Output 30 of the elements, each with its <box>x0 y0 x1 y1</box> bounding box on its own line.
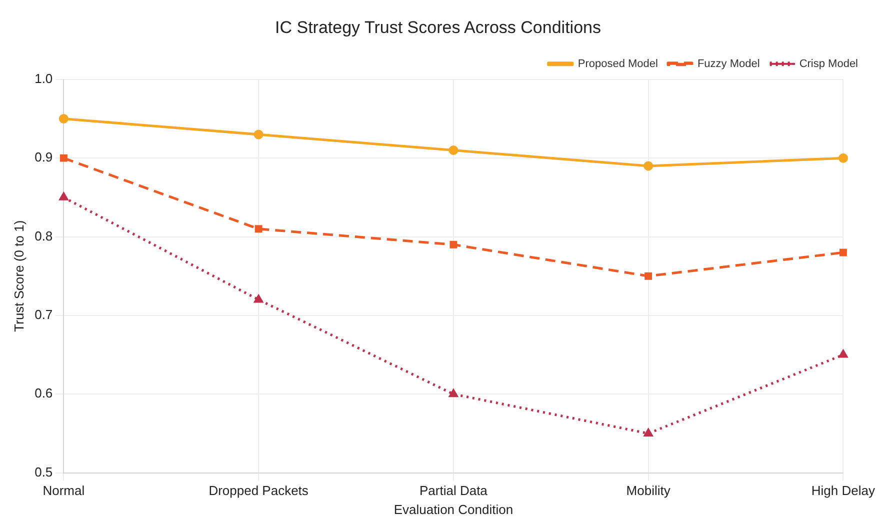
y-tick-label: 0.8 <box>34 228 53 244</box>
chart-title: IC Strategy Trust Scores Across Conditions <box>275 18 601 37</box>
point <box>60 154 68 162</box>
y-tick-label: 0.7 <box>34 307 53 322</box>
legend-label: Proposed Model <box>578 58 658 70</box>
x-tick-label: Partial Data <box>419 483 488 498</box>
point <box>644 161 654 171</box>
x-tick-label: Mobility <box>626 483 671 498</box>
point <box>448 145 458 155</box>
legend-label: Crisp Model <box>799 58 858 70</box>
point <box>450 240 458 248</box>
point <box>58 114 68 124</box>
point <box>254 294 263 303</box>
legend-label: Fuzzy Model <box>697 58 760 70</box>
point <box>838 153 848 163</box>
x-axis-title: Evaluation Condition <box>394 502 514 517</box>
y-tick-label: 0.5 <box>34 464 53 480</box>
x-tick-label: High Delay <box>811 483 876 498</box>
y-tick-label: 1.0 <box>34 70 53 86</box>
point <box>644 272 652 280</box>
y-tick-label: 0.9 <box>34 150 53 165</box>
point <box>254 225 262 233</box>
point <box>449 389 458 398</box>
y-axis-title: Trust Score (0 to 1) <box>11 220 26 332</box>
y-tick-label: 0.6 <box>34 386 53 401</box>
point <box>254 130 264 140</box>
x-tick-label: Dropped Packets <box>208 483 309 498</box>
x-tick-label: Normal <box>42 483 85 498</box>
point <box>644 428 653 436</box>
point <box>839 248 847 256</box>
